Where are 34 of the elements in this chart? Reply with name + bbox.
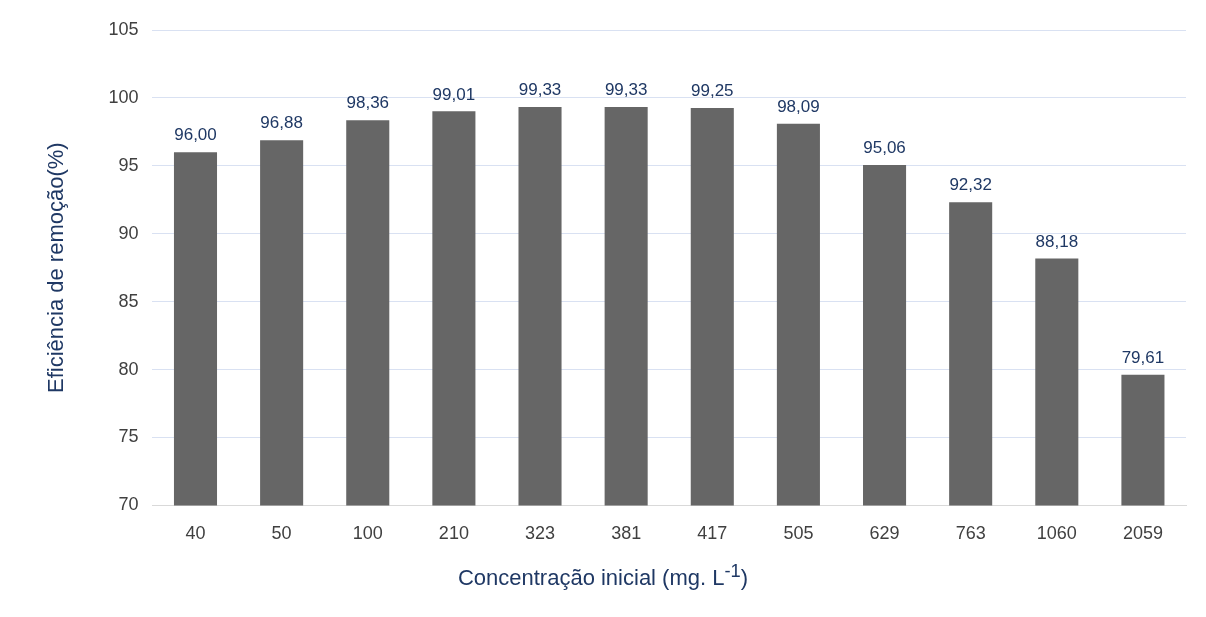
y-tick-label: 80 [118, 358, 139, 379]
x-tick-label: 1060 [1036, 523, 1077, 544]
data-label: 99,25 [691, 81, 734, 101]
data-label: 92,32 [949, 175, 992, 195]
y-tick-label: 105 [108, 18, 139, 39]
y-axis-title: Eficiência de remoção(%) [43, 142, 69, 394]
x-tick-label: 505 [783, 523, 814, 544]
y-tick-label: 95 [118, 154, 139, 175]
data-label: 99,01 [432, 84, 476, 104]
x-tick-label: 381 [611, 523, 642, 544]
x-tick-label: 417 [697, 523, 728, 544]
x-tick-label: 100 [352, 523, 383, 544]
data-label: 98,09 [777, 97, 820, 117]
x-tick-label: 629 [869, 523, 900, 544]
x-axis-title: Concentração inicial (mg. L$^{-1}$) [456, 560, 750, 592]
x-tick-label: 210 [438, 523, 469, 544]
y-tick-label: 75 [118, 426, 139, 447]
data-label: 99,33 [604, 80, 648, 100]
data-label: 88,18 [1035, 231, 1079, 251]
data-label: 98,36 [346, 93, 390, 113]
y-tick-label: 90 [118, 222, 139, 243]
data-label: 96,88 [260, 113, 303, 133]
x-tick-label: 50 [271, 523, 292, 544]
data-label: 99,33 [518, 80, 562, 100]
x-tick-label: 323 [525, 523, 556, 544]
data-label: 79,61 [1121, 348, 1165, 368]
x-tick-label: 40 [185, 523, 206, 544]
y-tick-label: 70 [118, 494, 139, 515]
y-tick-label: 85 [118, 290, 139, 311]
data-label: 95,06 [863, 138, 906, 158]
x-tick-label: 763 [955, 523, 986, 544]
x-tick-label: 2059 [1122, 523, 1163, 544]
y-tick-label: 100 [108, 86, 139, 107]
data-label: 96,00 [174, 125, 217, 145]
